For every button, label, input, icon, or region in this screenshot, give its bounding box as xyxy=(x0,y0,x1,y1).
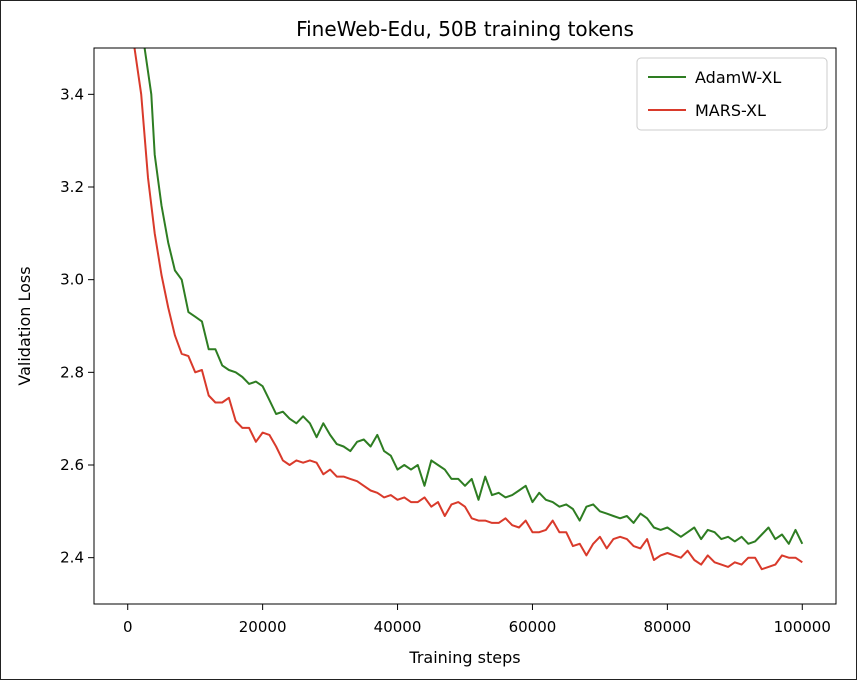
x-tick-label: 0 xyxy=(123,618,133,636)
chart-title: FineWeb-Edu, 50B training tokens xyxy=(296,17,634,41)
legend: AdamW-XL MARS-XL xyxy=(636,57,828,131)
y-tick-label: 2.8 xyxy=(60,363,84,381)
legend-label-adamw: AdamW-XL xyxy=(695,68,781,87)
plot-area xyxy=(93,47,837,605)
x-axis-ticks: 0 20000 40000 60000 80000 100000 xyxy=(123,604,831,636)
x-tick-label: 40000 xyxy=(374,618,422,636)
x-tick-label: 60000 xyxy=(509,618,557,636)
series-line-mars-xl xyxy=(133,48,803,571)
x-tick-label: 80000 xyxy=(644,618,692,636)
y-axis-ticks: 2.4 2.6 2.8 3.0 3.2 3.4 xyxy=(60,85,94,567)
y-axis-label: Validation Loss xyxy=(15,266,34,385)
y-tick-label: 2.4 xyxy=(60,549,84,567)
series-line-adamw-xl xyxy=(143,48,804,545)
y-tick-label: 2.6 xyxy=(60,456,84,474)
x-tick-label: 20000 xyxy=(239,618,287,636)
y-tick-label: 3.0 xyxy=(60,271,84,289)
y-tick-label: 3.4 xyxy=(60,85,84,103)
y-tick-label: 3.2 xyxy=(60,178,84,196)
x-tick-label: 100000 xyxy=(774,618,831,636)
series-lines xyxy=(133,48,804,571)
legend-label-mars: MARS-XL xyxy=(695,101,766,120)
x-axis-label: Training steps xyxy=(408,648,520,667)
